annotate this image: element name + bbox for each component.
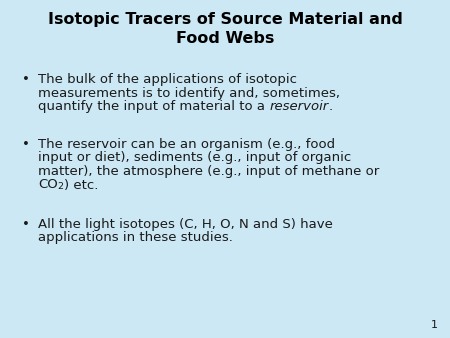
Text: quantify the input of material to a: quantify the input of material to a xyxy=(38,100,269,113)
Text: input or diet), sediments (e.g., input of organic: input or diet), sediments (e.g., input o… xyxy=(38,151,351,165)
Text: •: • xyxy=(22,73,30,86)
Text: All the light isotopes (C, H, O, N and S) have: All the light isotopes (C, H, O, N and S… xyxy=(38,218,333,231)
Text: reservoir: reservoir xyxy=(269,100,328,113)
Text: Isotopic Tracers of Source Material and
Food Webs: Isotopic Tracers of Source Material and … xyxy=(48,12,402,46)
Text: matter), the atmosphere (e.g., input of methane or: matter), the atmosphere (e.g., input of … xyxy=(38,165,379,178)
Text: The bulk of the applications of isotopic: The bulk of the applications of isotopic xyxy=(38,73,297,86)
Text: 2: 2 xyxy=(58,182,64,191)
Text: measurements is to identify and, sometimes,: measurements is to identify and, sometim… xyxy=(38,87,340,99)
Text: 1: 1 xyxy=(431,320,438,330)
Text: •: • xyxy=(22,218,30,231)
Text: .: . xyxy=(328,100,333,113)
Text: ) etc.: ) etc. xyxy=(64,178,98,192)
Text: applications in these studies.: applications in these studies. xyxy=(38,232,233,244)
Text: •: • xyxy=(22,138,30,151)
Text: CO: CO xyxy=(38,178,58,192)
Text: The reservoir can be an organism (e.g., food: The reservoir can be an organism (e.g., … xyxy=(38,138,335,151)
